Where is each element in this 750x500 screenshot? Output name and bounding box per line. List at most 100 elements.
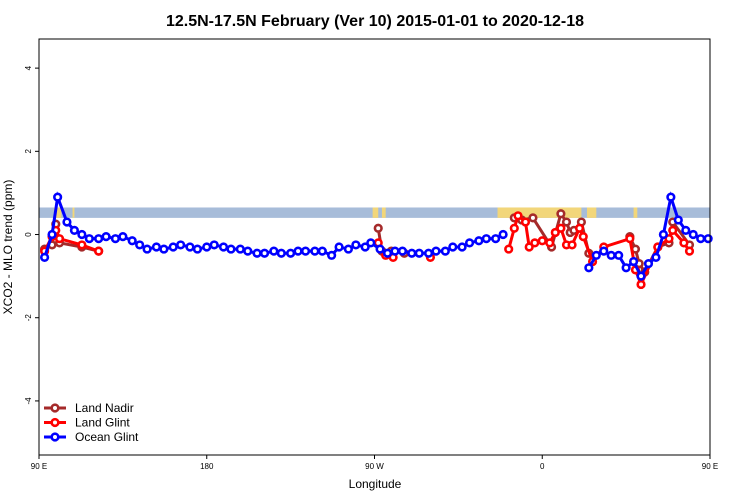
land-segment bbox=[53, 207, 62, 218]
x-tick-label: 0 bbox=[540, 462, 545, 471]
data-point bbox=[69, 225, 80, 235]
data-point bbox=[135, 240, 145, 250]
data-point bbox=[481, 234, 491, 244]
data-point bbox=[423, 248, 434, 258]
y-axis-label: XCO2 - MLO trend (ppm) bbox=[1, 180, 15, 315]
data-point bbox=[591, 250, 601, 260]
y-axis: -4 -2 0 2 4 bbox=[24, 65, 39, 404]
data-point bbox=[94, 246, 104, 256]
data-point bbox=[651, 252, 661, 262]
data-point bbox=[606, 250, 616, 260]
data-point bbox=[300, 246, 311, 256]
data-point bbox=[513, 211, 523, 221]
legend-label: Land Glint bbox=[75, 416, 130, 430]
data-point bbox=[77, 229, 87, 240]
data-point bbox=[666, 192, 676, 202]
data-point bbox=[696, 234, 706, 244]
data-point bbox=[382, 248, 393, 258]
data-point bbox=[567, 240, 577, 250]
data-point bbox=[643, 259, 654, 269]
data-point bbox=[127, 236, 137, 246]
data-point bbox=[673, 215, 683, 225]
data-point bbox=[679, 238, 689, 248]
data-point bbox=[209, 240, 219, 250]
legend-item-ocean-glint: Ocean Glint bbox=[44, 430, 139, 444]
data-point bbox=[578, 232, 588, 242]
data-point bbox=[431, 246, 441, 256]
data-point bbox=[491, 234, 501, 244]
data-point bbox=[185, 242, 195, 252]
x-tick-label: 90 E bbox=[31, 462, 47, 471]
data-point bbox=[39, 252, 50, 262]
legend-swatch-marker bbox=[50, 417, 60, 428]
data-point bbox=[334, 242, 344, 252]
data-point bbox=[448, 242, 458, 252]
data-point bbox=[668, 225, 678, 235]
data-point bbox=[625, 234, 635, 244]
data-point bbox=[159, 244, 169, 254]
data-point bbox=[636, 271, 646, 281]
data-point bbox=[584, 263, 594, 273]
data-point bbox=[53, 192, 63, 202]
legend-item-land-glint: Land Glint bbox=[44, 416, 130, 430]
land-segment bbox=[586, 207, 597, 218]
data-point bbox=[545, 238, 555, 248]
data-point bbox=[286, 248, 296, 258]
data-point bbox=[390, 246, 400, 256]
data-point bbox=[530, 238, 540, 248]
data-point bbox=[252, 248, 262, 258]
data-point bbox=[176, 240, 186, 250]
data-point bbox=[464, 238, 475, 248]
data-point bbox=[504, 244, 514, 254]
data-point bbox=[101, 232, 111, 242]
y-tick-label: -4 bbox=[24, 397, 33, 405]
land-segment bbox=[497, 207, 582, 218]
data-point bbox=[77, 240, 87, 250]
data-point bbox=[457, 242, 467, 252]
data-point bbox=[628, 256, 639, 267]
x-tick-label: 180 bbox=[200, 462, 214, 471]
chart-title: 12.5N-17.5N February (Ver 10) 2015-01-01… bbox=[166, 13, 584, 30]
data-point bbox=[343, 244, 354, 254]
y-tick-label: -2 bbox=[24, 314, 33, 322]
data-point bbox=[373, 223, 383, 233]
land-segment bbox=[381, 207, 386, 218]
data-point bbox=[235, 244, 245, 254]
data-point bbox=[681, 225, 691, 235]
data-point bbox=[440, 246, 450, 256]
data-point bbox=[151, 242, 162, 252]
data-point bbox=[366, 238, 376, 248]
data-point bbox=[62, 217, 72, 227]
data-point bbox=[524, 242, 534, 252]
land-segment bbox=[372, 207, 379, 218]
data-point bbox=[684, 246, 695, 256]
data-point bbox=[614, 250, 624, 260]
data-point bbox=[636, 279, 646, 290]
data-point bbox=[556, 223, 566, 233]
data-point bbox=[664, 234, 674, 244]
legend-swatch-marker bbox=[50, 403, 60, 413]
series-ocean-glint bbox=[39, 191, 713, 281]
series-line bbox=[507, 213, 691, 289]
data-point bbox=[276, 248, 286, 258]
legend-item-land-nadir: Land Nadir bbox=[44, 401, 134, 415]
data-point bbox=[509, 223, 519, 233]
x-axis: 90 E 180 90 W 0 90 E bbox=[31, 455, 718, 471]
data-point bbox=[293, 246, 303, 256]
data-point bbox=[54, 234, 65, 244]
series-layer bbox=[39, 191, 713, 290]
data-point bbox=[269, 246, 279, 256]
y-tick-label: 2 bbox=[24, 149, 33, 154]
data-point bbox=[317, 246, 327, 256]
data-point bbox=[407, 248, 417, 258]
data-point bbox=[474, 236, 484, 246]
data-point bbox=[550, 227, 560, 238]
data-point bbox=[574, 223, 585, 233]
data-point bbox=[327, 250, 337, 260]
data-point bbox=[218, 242, 229, 252]
data-point bbox=[561, 217, 572, 227]
x-tick-label: 90 E bbox=[702, 462, 718, 471]
legend-label: Land Nadir bbox=[75, 401, 134, 415]
